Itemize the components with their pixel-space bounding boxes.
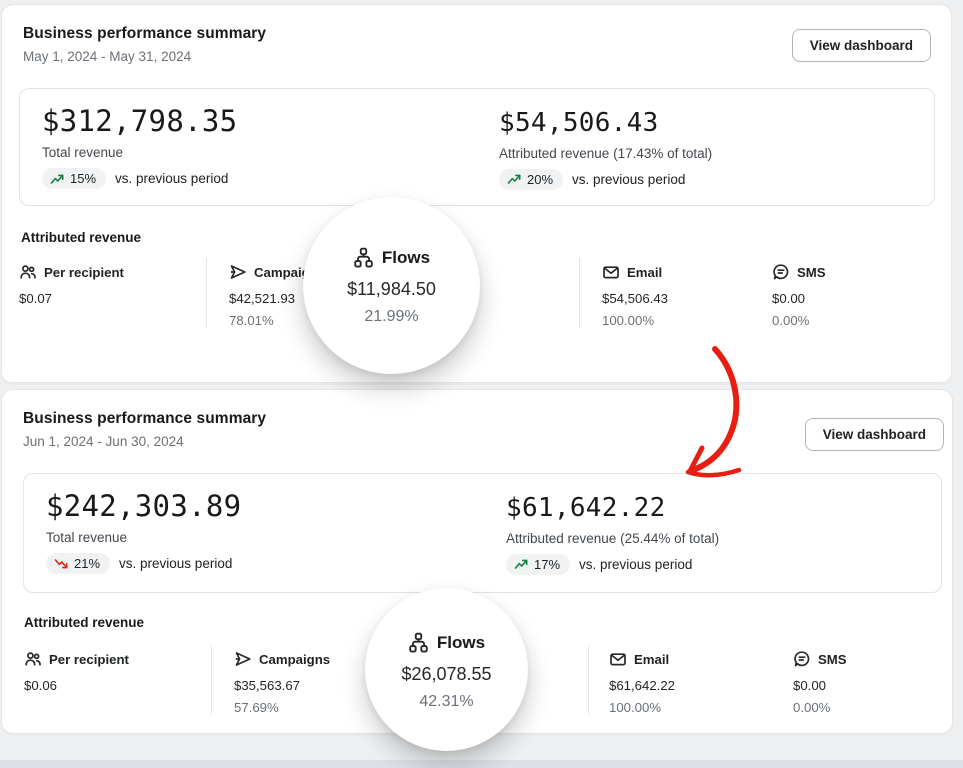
attributed-revenue-value: $61,642.22 [506, 493, 666, 523]
sms-icon [773, 264, 789, 280]
vs-previous-period: vs. previous period [119, 556, 233, 572]
flows-label: Flows [381, 247, 431, 267]
send-icon [235, 652, 251, 666]
flows-label: Flows [436, 632, 486, 652]
trend-badge: 20% [499, 168, 564, 190]
total-revenue-metric: $242,303.89 Total revenue 21% vs. previo… [46, 474, 241, 592]
breakdown-col-per-recipient: Per recipient $0.06 [24, 650, 129, 694]
trend-badge: 17% [506, 553, 571, 575]
trend-pct: 15% [70, 171, 97, 187]
breakdown-pct: 100.00% [602, 313, 655, 328]
breakdown-value: $0.07 [19, 291, 53, 306]
trend-down-icon [54, 559, 68, 569]
breakdown-label: Per recipient [49, 651, 129, 667]
breakdown-col-email: Email $61,642.22 100.00% [609, 650, 676, 716]
metrics-panel: $242,303.89 Total revenue 21% vs. previo… [23, 473, 942, 593]
breakdown-value: $35,563.67 [234, 678, 301, 693]
email-icon [610, 653, 626, 666]
breakdown-heading: Attributed revenue [24, 615, 145, 630]
breakdown-col-sms: SMS $0.00 0.00% [772, 263, 826, 328]
bottom-edge-strip [0, 760, 963, 768]
trend-badge: 15% [42, 168, 107, 190]
breakdown-label: SMS [818, 651, 847, 667]
trend-up-icon [50, 174, 64, 184]
breakdown-col-campaigns: Campaigns $35,563.67 57.69% [234, 650, 331, 716]
vs-previous-period: vs. previous period [572, 171, 686, 187]
flows-value: $26,078.55 [401, 664, 492, 684]
breakdown-pct: 0.00% [793, 700, 831, 715]
flows-pct: 21.99% [364, 308, 419, 325]
attributed-revenue-value: $54,506.43 [499, 108, 659, 138]
total-revenue-metric: $312,798.35 Total revenue 15% vs. previo… [42, 89, 237, 205]
breakdown-pct: 100.00% [609, 700, 662, 715]
total-revenue-value: $312,798.35 [42, 104, 238, 138]
attributed-revenue-metric: $61,642.22 Attributed revenue (25.44% of… [506, 474, 719, 592]
trend-up-icon [507, 174, 521, 185]
vs-previous-period: vs. previous period [115, 171, 229, 187]
total-revenue-value: $242,303.89 [46, 489, 242, 523]
trend-pct: 17% [534, 556, 561, 572]
view-dashboard-button[interactable]: View dashboard [791, 29, 931, 62]
breakdown-pct: 78.01% [229, 313, 274, 328]
summary-card-may: Business performance summary May 1, 2024… [1, 4, 952, 383]
breakdown-col-campaigns: Campaigns $42,521.93 78.01% [229, 263, 325, 329]
trend-badge: 21% [46, 553, 111, 575]
breakdown-col-sms: SMS $0.00 0.00% [793, 650, 847, 715]
attributed-revenue-metric: $54,506.43 Attributed revenue (17.43% of… [499, 89, 712, 205]
column-divider [211, 645, 212, 715]
attributed-revenue-label: Attributed revenue (17.43% of total) [499, 145, 713, 161]
send-icon [230, 265, 246, 279]
breakdown-col-email: Email $54,506.43 100.00% [602, 263, 669, 329]
total-revenue-label: Total revenue [42, 145, 124, 161]
people-icon [20, 265, 36, 279]
breakdown-value: $61,642.22 [609, 678, 676, 693]
total-revenue-label: Total revenue [46, 530, 128, 546]
flows-value: $11,984.50 [347, 279, 436, 299]
breakdown-label: Campaigns [259, 651, 331, 667]
sms-icon [794, 651, 810, 667]
breakdown-col-per-recipient: Per recipient $0.07 [19, 263, 124, 307]
email-icon [603, 266, 619, 279]
people-icon [25, 652, 41, 666]
breakdown-label: Email [627, 264, 663, 280]
breakdown-value: $0.00 [772, 291, 806, 306]
breakdown-value: $0.00 [793, 678, 827, 693]
date-range: Jun 1, 2024 - Jun 30, 2024 [23, 434, 184, 449]
breakdown-value: $54,506.43 [602, 291, 669, 306]
view-dashboard-button[interactable]: View dashboard [804, 418, 944, 451]
flows-magnifier-bubble: Flows $11,984.50 21.99% [303, 197, 480, 374]
flows-icon [354, 247, 373, 268]
breakdown-value: $0.06 [24, 678, 58, 693]
flows-magnifier-bubble: Flows $26,078.55 42.31% [365, 588, 528, 751]
breakdown-label: Email [634, 651, 670, 667]
attributed-revenue-label: Attributed revenue (25.44% of total) [506, 530, 720, 546]
column-divider [579, 258, 580, 328]
flows-pct: 42.31% [419, 693, 474, 710]
column-divider [206, 258, 207, 328]
breakdown-heading: Attributed revenue [21, 230, 142, 245]
vs-previous-period: vs. previous period [579, 556, 693, 572]
page-title: Business performance summary [23, 25, 267, 42]
breakdown-value: $42,521.93 [229, 291, 296, 306]
trend-pct: 21% [74, 556, 101, 572]
breakdown-pct: 57.69% [234, 700, 279, 715]
breakdown-label: Per recipient [44, 264, 124, 280]
trend-pct: 20% [527, 171, 554, 187]
column-divider [588, 645, 589, 715]
trend-up-icon [514, 559, 528, 570]
flows-icon [409, 632, 428, 653]
page-title: Business performance summary [23, 410, 267, 427]
breakdown-label: SMS [797, 264, 826, 280]
metrics-panel: $312,798.35 Total revenue 15% vs. previo… [19, 88, 935, 206]
breakdown-pct: 0.00% [772, 313, 810, 328]
date-range: May 1, 2024 - May 31, 2024 [23, 49, 192, 64]
